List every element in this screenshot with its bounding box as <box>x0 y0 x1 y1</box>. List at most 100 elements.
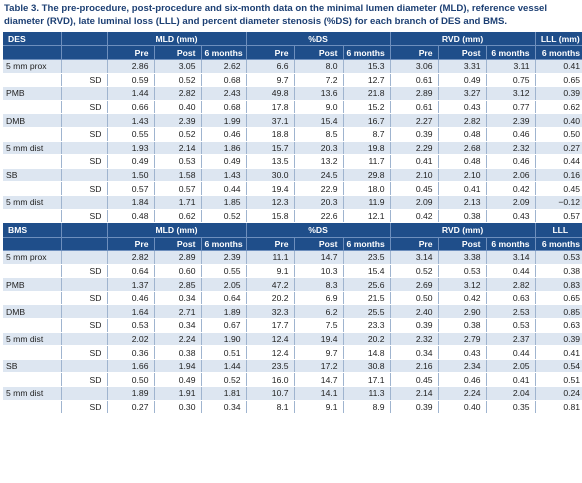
table-cell: 0.50 <box>107 372 155 388</box>
row-spacer <box>61 113 108 128</box>
table-cell: 0.55 <box>107 127 155 142</box>
table-row: SD 0.53 0.34 0.67 17.7 7.5 23.3 0.39 0.38 0.53 0.6… <box>3 318 582 333</box>
table-cell: 2.85 <box>154 277 202 292</box>
table-cell: 2.82 <box>486 277 536 292</box>
table-cell: 0.40 <box>154 100 202 115</box>
table-cell: 1.85 <box>201 195 247 210</box>
table-cell: 7.5 <box>294 318 344 333</box>
row-label <box>3 154 62 169</box>
row-label: 5 mm prox <box>3 250 62 265</box>
table-cell: 0.75 <box>486 73 536 88</box>
lll-header: LLL (mm) <box>535 32 582 47</box>
header-spacer <box>61 45 108 60</box>
table-cell: 9.0 <box>294 100 344 115</box>
table-row: DMB 1.43 2.39 1.99 37.1 15.4 16.7 2.27 2.82 2.39 0… <box>3 113 582 128</box>
mld-post-header: Post <box>154 45 202 60</box>
table-cell: 2.06 <box>486 168 536 183</box>
table-cell: 2.62 <box>201 59 247 74</box>
sd-label: SD <box>61 318 108 333</box>
table-cell: 17.1 <box>343 372 391 388</box>
table-cell: 0.52 <box>390 264 439 279</box>
table-cell: 0.81 <box>535 400 582 415</box>
table-row: 5 mm dist 1.84 1.71 1.85 12.3 20.3 11.9 2.09 2.1… <box>3 195 582 210</box>
table-cell: 2.13 <box>438 195 487 210</box>
lll-6m-header: 6 months <box>535 237 582 252</box>
table-cell: 2.02 <box>107 332 155 347</box>
lll-header: LLL <box>535 222 582 238</box>
table-cell: 1.64 <box>107 304 155 320</box>
table-cell: 16.0 <box>246 372 295 388</box>
table-cell: 0.62 <box>154 209 202 224</box>
sd-label: SD <box>61 181 108 196</box>
table-row: SD 0.57 0.57 0.44 19.4 22.9 18.0 0.45 0.41 0.42 0.… <box>3 181 582 196</box>
table-cell: 0.34 <box>390 345 439 360</box>
table-cell: 0.44 <box>535 154 582 169</box>
table-cell: 2.43 <box>201 86 247 101</box>
sd-label: SD <box>61 154 108 169</box>
row-spacer <box>61 359 108 374</box>
table-cell: 2.32 <box>390 332 439 347</box>
table-cell: 0.50 <box>535 127 582 142</box>
table-cell: 3.14 <box>390 250 439 265</box>
table-cell: 0.53 <box>107 318 155 333</box>
table-cell: 29.8 <box>343 168 391 183</box>
table-cell: 1.43 <box>201 168 247 183</box>
table-cell: 9.7 <box>246 73 295 88</box>
table-cell: 8.7 <box>343 127 391 142</box>
table-cell: 1.81 <box>201 386 247 401</box>
table-cell: 0.49 <box>154 372 202 388</box>
sd-label: SD <box>61 127 108 142</box>
table-cell: 11.9 <box>343 195 391 210</box>
table-cell: 0.52 <box>154 73 202 88</box>
table-cell: 2.10 <box>438 168 487 183</box>
table-cell: 0.83 <box>535 277 582 292</box>
table-cell: 0.55 <box>201 264 247 279</box>
table-cell: 8.5 <box>294 127 344 142</box>
row-label <box>3 400 62 415</box>
table-cell: 13.5 <box>246 154 295 169</box>
ds-header: %DS <box>246 32 391 47</box>
table-cell: 1.90 <box>201 332 247 347</box>
table-row: SD 0.66 0.40 0.68 17.8 9.0 15.2 0.61 0.43 0.77 0.6… <box>3 100 582 115</box>
table-row: SD 0.46 0.34 0.64 20.2 6.9 21.5 0.50 0.42 0.63 0.6… <box>3 291 582 306</box>
ds-post-header: Post <box>294 237 344 252</box>
table-cell: 22.9 <box>294 181 344 196</box>
table-cell: 2.09 <box>486 195 536 210</box>
table-cell: 0.46 <box>107 291 155 306</box>
bms-group-header-row: BMS MLD (mm) %DS RVD (mm) LLL <box>3 222 582 238</box>
table-cell: 2.86 <box>107 59 155 74</box>
table-cell: 17.8 <box>246 100 295 115</box>
table-cell: 0.65 <box>535 291 582 306</box>
table-cell: 12.4 <box>246 332 295 347</box>
table-cell: 0.68 <box>201 73 247 88</box>
table-cell: 15.7 <box>246 141 295 156</box>
table-cell: 1.99 <box>201 113 247 128</box>
table-cell: 3.38 <box>438 250 487 265</box>
table-cell: 23.5 <box>246 359 295 374</box>
table-cell: 2.37 <box>486 332 536 347</box>
table-cell: 0.53 <box>535 250 582 265</box>
row-label: SB <box>3 168 62 183</box>
table-cell: 0.66 <box>107 100 155 115</box>
row-label <box>3 209 62 224</box>
table-row: PMB 1.44 2.82 2.43 49.8 13.6 21.8 2.89 3.27 3.12 0… <box>3 86 582 101</box>
table-cell: 2.82 <box>154 86 202 101</box>
table-cell: 10.3 <box>294 264 344 279</box>
table-cell: 12.4 <box>246 345 295 360</box>
table-row: SD 0.27 0.30 0.34 8.1 9.1 8.9 0.39 0.40 0.35 0.81 <box>3 400 582 415</box>
des-sub-header-row: Pre Post 6 months Pre Post 6 months Pre … <box>3 45 582 60</box>
sd-label: SD <box>61 291 108 306</box>
table-cell: 2.69 <box>390 277 439 292</box>
mld-pre-header: Pre <box>107 237 155 252</box>
table-cell: 3.11 <box>486 59 536 74</box>
table-cell: 0.39 <box>390 127 439 142</box>
table-cell: 0.34 <box>201 400 247 415</box>
table-cell: 0.35 <box>486 400 536 415</box>
table-cell: 20.3 <box>294 141 344 156</box>
table-row: SD 0.64 0.60 0.55 9.1 10.3 15.4 0.52 0.53 0.44 0.3… <box>3 264 582 279</box>
row-label <box>3 127 62 142</box>
table-cell: 1.43 <box>107 113 155 128</box>
table-cell: 0.30 <box>154 400 202 415</box>
table-cell: 20.2 <box>343 332 391 347</box>
table-cell: 32.3 <box>246 304 295 320</box>
